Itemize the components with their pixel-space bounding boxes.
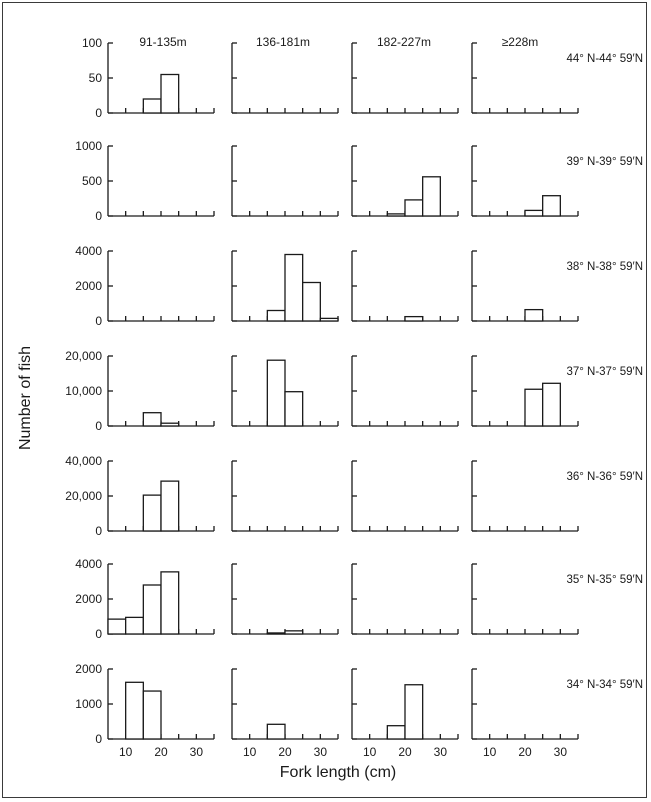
histogram-bar (266, 632, 286, 635)
histogram-bar (142, 412, 162, 427)
histogram-bar (142, 584, 162, 635)
histogram-bar (142, 98, 162, 114)
latitude-row-label: 37° N-37° 59′N (566, 366, 643, 378)
histogram-bar (160, 73, 180, 114)
histogram-bar (386, 725, 406, 740)
x-tick-label: 10 (243, 745, 257, 759)
histogram-bar (404, 199, 424, 217)
histogram-bar (284, 630, 304, 635)
histogram-bar (524, 308, 544, 322)
y-tick-label: 1000 (75, 697, 102, 711)
histogram-bar (542, 382, 561, 427)
x-tick-label: 30 (434, 745, 448, 759)
y-tick-label: 0 (95, 106, 102, 120)
y-tick-label: 10,000 (65, 384, 102, 398)
x-tick-label: 30 (190, 745, 204, 759)
depth-column-header-4: ≥228m (502, 35, 539, 49)
x-tick-label: 30 (314, 745, 328, 759)
y-tick-label: 2000 (75, 662, 102, 676)
histogram-bar (142, 494, 162, 532)
histogram-bar (266, 723, 286, 740)
y-tick-label: 20,000 (65, 489, 102, 503)
x-tick-label: 20 (154, 745, 168, 759)
histogram-bar (319, 317, 339, 322)
y-tick-label: 4000 (75, 557, 102, 571)
histogram-bar (266, 309, 286, 322)
latitude-row-label: 35° N-35° 59′N (566, 574, 643, 586)
depth-column-header-1: 91-135m (139, 35, 186, 49)
latitude-row-label: 39° N-39° 59′N (566, 156, 643, 168)
histogram-bar (302, 281, 321, 322)
x-tick-label: 10 (363, 745, 377, 759)
histogram-bar (422, 176, 441, 217)
latitude-row-label: 38° N-38° 59′N (566, 261, 643, 273)
histogram-bar (107, 618, 127, 635)
histogram-bar (284, 253, 304, 322)
y-tick-label: 100 (82, 36, 102, 50)
y-tick-label: 1000 (75, 139, 102, 153)
x-tick-label: 10 (119, 745, 133, 759)
y-axis-label: Number of fish (17, 346, 34, 450)
latitude-row-label: 36° N-36° 59′N (566, 471, 643, 483)
y-tick-label: 500 (82, 174, 102, 188)
y-tick-label: 2000 (75, 592, 102, 606)
y-tick-label: 0 (95, 627, 102, 641)
histogram-bar (266, 359, 286, 427)
x-tick-label: 20 (518, 745, 532, 759)
y-tick-label: 0 (95, 524, 102, 538)
histogram-bar (524, 209, 544, 217)
y-tick-label: 50 (89, 71, 103, 85)
latitude-row-label: 34° N-34° 59′N (566, 679, 643, 691)
x-tick-label: 20 (278, 745, 292, 759)
histogram-bar (142, 690, 162, 740)
histogram-bar (386, 213, 406, 217)
x-tick-label: 10 (483, 745, 497, 759)
histogram-bar (160, 571, 180, 635)
y-tick-label: 0 (95, 732, 102, 746)
depth-column-header-3: 182-227m (377, 35, 431, 49)
histogram-bar (160, 422, 180, 427)
y-tick-label: 20,000 (65, 349, 102, 363)
x-tick-label: 20 (398, 745, 412, 759)
depth-column-header-2: 136-181m (256, 35, 310, 49)
y-tick-label: 0 (95, 314, 102, 328)
x-tick-label: 30 (554, 745, 568, 759)
histogram-bar (524, 388, 544, 427)
histogram-bar (404, 315, 424, 322)
x-axis-label: Fork length (cm) (280, 764, 396, 781)
histogram-bar (284, 391, 304, 427)
y-tick-label: 0 (95, 419, 102, 433)
histogram-bar (160, 480, 180, 532)
y-tick-label: 40,000 (65, 454, 102, 468)
y-tick-label: 0 (95, 209, 102, 223)
latitude-row-label: 44° N-44° 59′N (566, 53, 643, 65)
histogram-bar (125, 616, 144, 635)
y-tick-label: 2000 (75, 279, 102, 293)
histogram-bar (542, 195, 561, 217)
histogram-bar (125, 681, 144, 740)
y-tick-label: 4000 (75, 244, 102, 258)
histogram-bar (404, 684, 424, 740)
